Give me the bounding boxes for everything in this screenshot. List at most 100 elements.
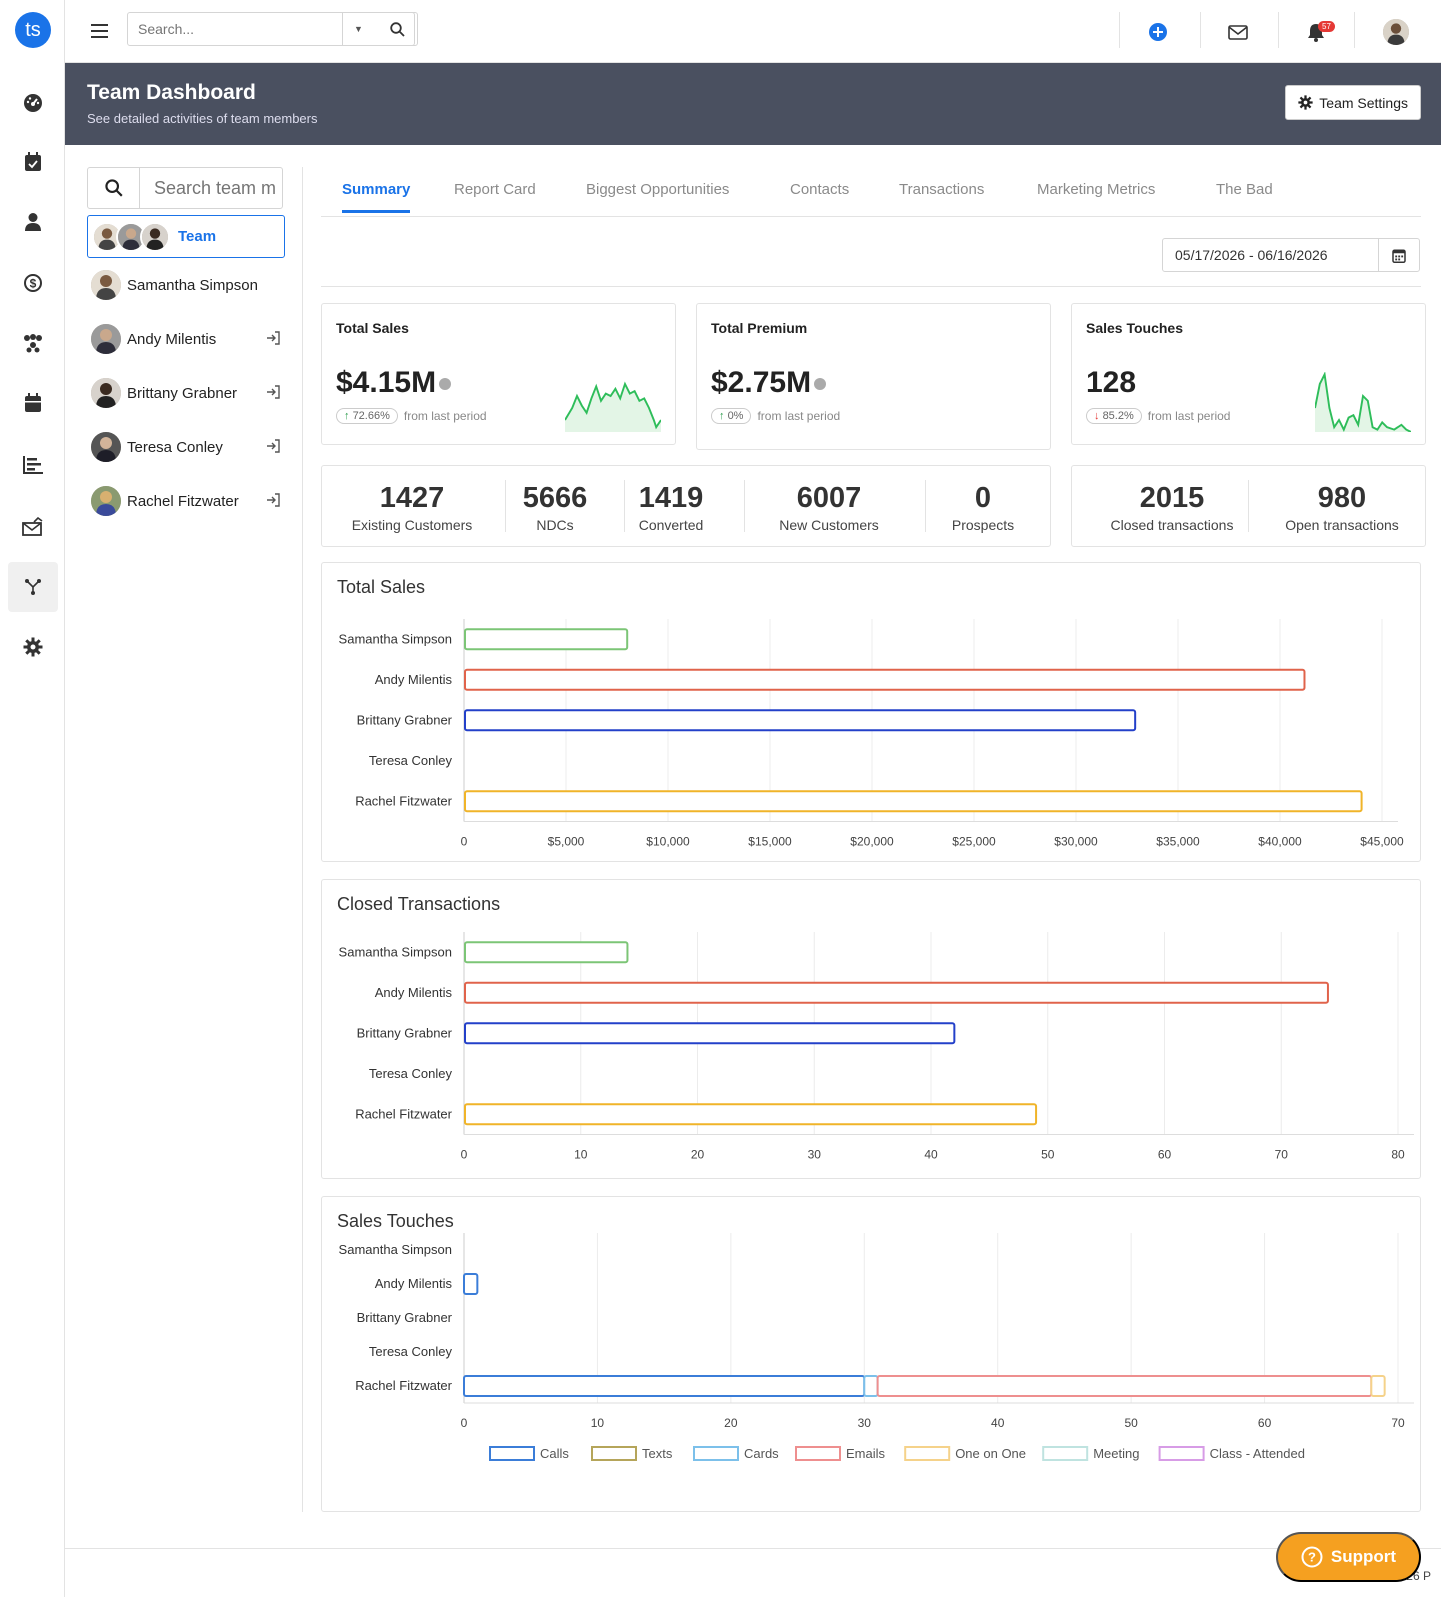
member-item[interactable]: Teresa Conley: [87, 420, 285, 474]
svg-text:$: $: [30, 277, 37, 291]
gear-icon[interactable]: [8, 622, 58, 672]
login-as-icon[interactable]: [265, 492, 281, 513]
profile-avatar[interactable]: [1378, 14, 1414, 50]
team-settings-button[interactable]: Team Settings: [1285, 85, 1421, 120]
topbar-divider: [1200, 12, 1201, 48]
stat-label: Prospects: [951, 517, 1015, 533]
calendar-check-icon[interactable]: [8, 137, 58, 187]
member-item[interactable]: Rachel Fitzwater: [87, 474, 285, 528]
member-search: [87, 167, 283, 209]
user-icon[interactable]: [8, 197, 58, 247]
stat-label: Open transactions: [1285, 517, 1399, 533]
bar[interactable]: [464, 628, 629, 651]
global-search-button[interactable]: [378, 12, 418, 46]
legend-label[interactable]: One on One: [955, 1446, 1026, 1461]
bar[interactable]: [863, 1375, 879, 1397]
chart-title: Sales Touches: [337, 1211, 454, 1231]
bar[interactable]: [1370, 1375, 1386, 1397]
messages-button[interactable]: [1220, 14, 1256, 50]
x-tick-label: $40,000: [1258, 835, 1302, 849]
bar[interactable]: [464, 1022, 956, 1045]
avatar: [89, 484, 123, 518]
bar[interactable]: [464, 668, 1306, 691]
tab-marketing-metrics[interactable]: Marketing Metrics: [1037, 181, 1156, 198]
envelope-icon: [1228, 24, 1248, 40]
support-button[interactable]: ? Support: [1276, 1532, 1421, 1582]
tab-report-card[interactable]: Report Card: [454, 181, 536, 198]
kpi-change-value: 72.66%: [352, 410, 390, 422]
legend-swatch: [1042, 1446, 1089, 1461]
y-tick-label: Rachel Fitzwater: [355, 1378, 452, 1393]
avatar: [89, 376, 123, 410]
stat-item: 1419 Converted: [624, 482, 718, 533]
kpi-title: Total Sales: [336, 320, 409, 336]
x-tick-label: 0: [461, 1416, 468, 1430]
network-icon[interactable]: [8, 318, 58, 368]
member-item[interactable]: Brittany Grabner: [87, 366, 285, 420]
tab-the-bad[interactable]: The Bad: [1216, 181, 1273, 198]
stat-divider: [744, 480, 745, 532]
bar[interactable]: [463, 1273, 479, 1295]
tab-transactions[interactable]: Transactions: [899, 181, 985, 198]
calendar-icon[interactable]: [8, 378, 58, 428]
add-button[interactable]: [1140, 14, 1176, 50]
login-as-icon[interactable]: [265, 438, 281, 459]
stat-item: 1427 Existing Customers: [336, 482, 488, 533]
x-tick-label: 10: [591, 1416, 605, 1430]
x-tick-label: 50: [1124, 1416, 1138, 1430]
search-scope-dropdown[interactable]: ▼: [342, 13, 374, 45]
member-item[interactable]: Andy Milentis: [87, 312, 285, 366]
notifications-button[interactable]: 57: [1298, 14, 1335, 50]
member-item[interactable]: Samantha Simpson: [87, 258, 285, 312]
bar[interactable]: [464, 981, 1329, 1004]
chart-bar-icon[interactable]: [8, 440, 58, 490]
tab-biggest-opportunities[interactable]: Biggest Opportunities: [586, 181, 730, 198]
bar[interactable]: [464, 709, 1137, 732]
closed-transactions-chart: 0 10 20 30 40 50 60 70 80 Samantha Simpson Andy Mi…: [339, 932, 1414, 1162]
bar[interactable]: [464, 941, 629, 964]
date-range-picker[interactable]: 05/17/2026 - 06/16/2026: [1162, 238, 1420, 272]
login-as-icon[interactable]: [265, 330, 281, 351]
tab-contacts[interactable]: Contacts: [790, 181, 850, 198]
x-tick-label: $30,000: [1054, 835, 1098, 849]
kpi-card: Total Sales $4.15M ↑ 72.66% from last per…: [321, 303, 676, 445]
member-name: Brittany Grabner: [127, 384, 238, 402]
avatar: [89, 430, 123, 464]
flow-icon[interactable]: [8, 562, 58, 612]
x-tick-label: 10: [574, 1148, 588, 1162]
x-tick-label: 70: [1391, 1416, 1405, 1430]
svg-text:?: ?: [1308, 1550, 1316, 1565]
team-avatars: [92, 221, 170, 252]
x-tick-label: 30: [858, 1416, 872, 1430]
kpi-card: Total Premium $2.75M ↑ 0% from last perio…: [696, 303, 1051, 450]
bar[interactable]: [463, 1375, 866, 1397]
team-selector[interactable]: Team: [87, 215, 285, 258]
bar[interactable]: [876, 1375, 1373, 1397]
legend-label[interactable]: Emails: [846, 1446, 886, 1461]
member-search-input[interactable]: [140, 177, 280, 199]
topbar-divider: [1119, 12, 1120, 48]
arrow-up-icon: ↑: [719, 410, 725, 422]
login-as-icon[interactable]: [265, 384, 281, 405]
calendar-icon[interactable]: [1379, 248, 1419, 263]
mail-chart-icon[interactable]: [8, 502, 58, 552]
sales-icon[interactable]: $: [8, 258, 58, 308]
info-icon[interactable]: [439, 378, 452, 391]
info-icon[interactable]: [814, 378, 827, 391]
legend-label[interactable]: Class - Attended: [1210, 1446, 1305, 1461]
gear-icon: [1298, 95, 1313, 110]
bar[interactable]: [464, 790, 1363, 813]
y-tick-label: Samantha Simpson: [339, 631, 452, 646]
dashboard-icon[interactable]: [8, 78, 58, 128]
legend-label[interactable]: Texts: [642, 1446, 673, 1461]
legend-label[interactable]: Meeting: [1093, 1446, 1139, 1461]
hamburger-menu-icon[interactable]: [91, 24, 108, 43]
global-search-input[interactable]: [128, 13, 342, 45]
tab-summary[interactable]: Summary: [342, 181, 411, 213]
app-logo[interactable]: ts: [15, 12, 51, 48]
legend-label[interactable]: Calls: [540, 1446, 569, 1461]
legend-label[interactable]: Cards: [744, 1446, 779, 1461]
stat-item: 0 Prospects: [928, 482, 1038, 533]
bar[interactable]: [464, 1103, 1038, 1126]
x-tick-label: 60: [1258, 1416, 1272, 1430]
